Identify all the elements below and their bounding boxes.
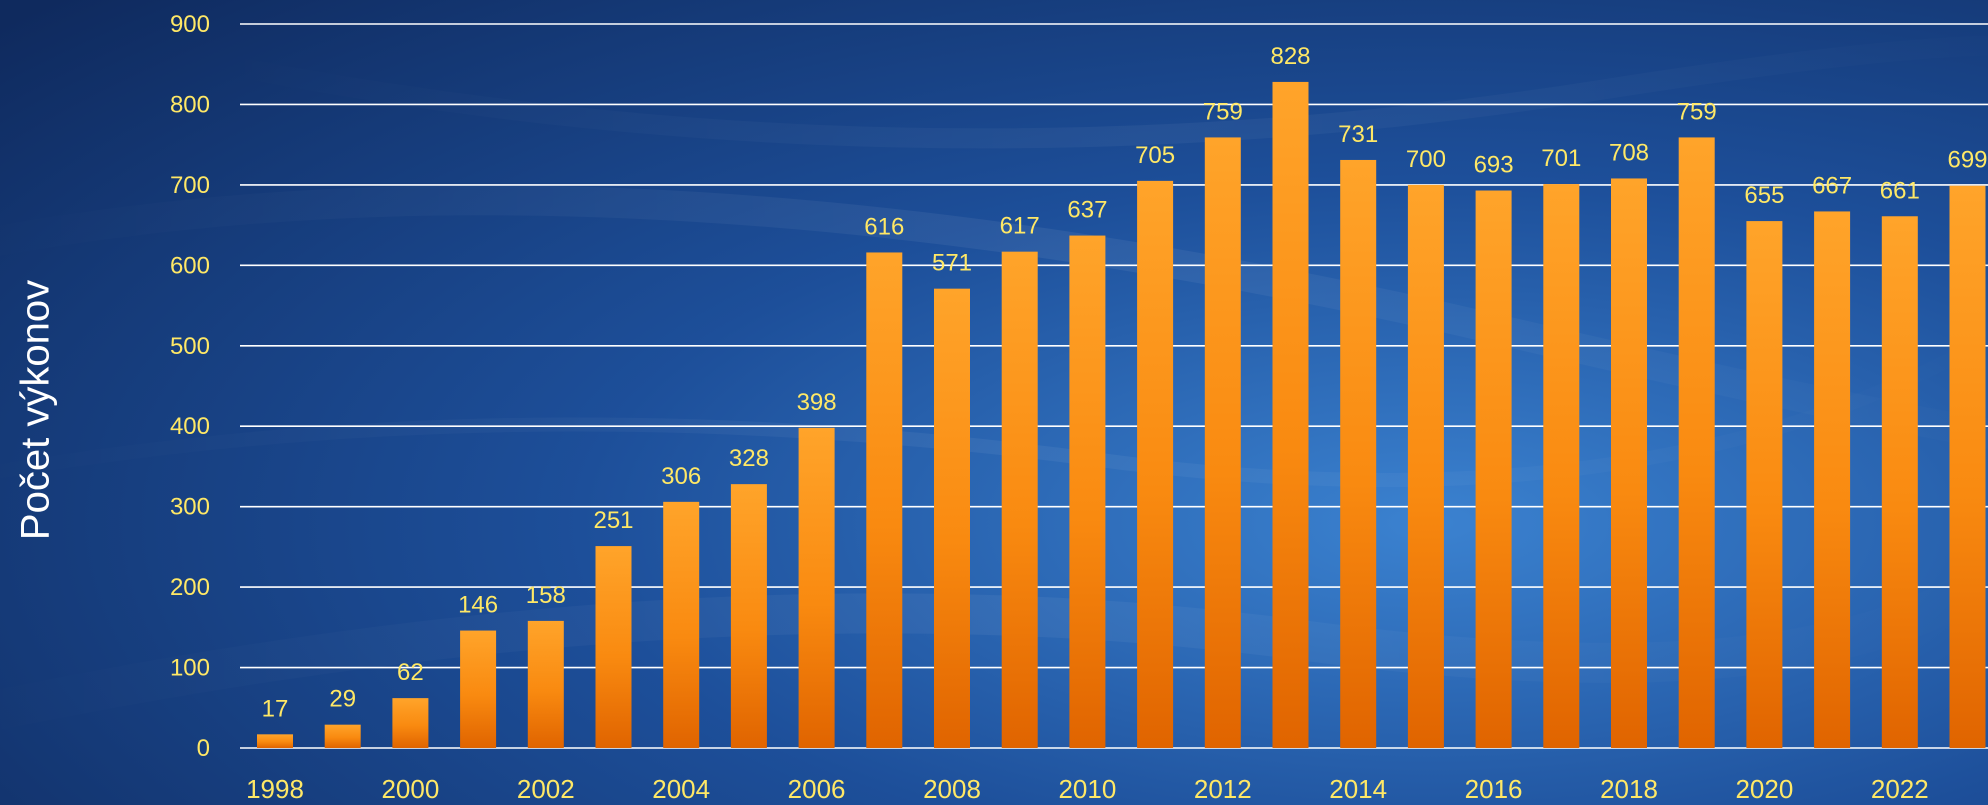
data-label: 17 [262, 695, 289, 722]
bars [257, 81, 1986, 749]
bar [460, 630, 497, 748]
data-label: 306 [661, 463, 701, 490]
data-label: 62 [397, 659, 424, 686]
data-label: 251 [593, 507, 633, 534]
y-tick-label: 500 [170, 333, 210, 360]
bar [730, 484, 767, 748]
x-tick-label: 2010 [1058, 774, 1116, 804]
y-axis-title: Počet výkonov [13, 279, 58, 541]
x-tick-label: 2008 [923, 774, 981, 804]
bar [663, 501, 700, 748]
bar [392, 698, 429, 748]
data-label: 700 [1406, 146, 1446, 173]
bar [1611, 178, 1647, 748]
bar [257, 734, 293, 748]
x-tick-label: 1998 [246, 774, 304, 804]
data-label: 29 [329, 686, 356, 713]
data-label: 667 [1812, 172, 1852, 199]
data-label: 571 [932, 250, 972, 277]
data-label: 699 [1947, 147, 1987, 174]
data-label: 328 [729, 445, 769, 472]
data-label: 759 [1677, 98, 1717, 125]
bar [595, 546, 632, 748]
bar [1407, 184, 1444, 748]
bar [1001, 251, 1038, 748]
data-label: 701 [1541, 145, 1581, 172]
data-label: 398 [797, 389, 837, 416]
data-label: 731 [1338, 121, 1378, 148]
x-tick-label: 2022 [1871, 774, 1929, 804]
bar [934, 288, 970, 748]
bar [1137, 180, 1174, 748]
bar [527, 620, 564, 748]
bar [1949, 185, 1986, 748]
data-label: 146 [458, 592, 498, 619]
data-label: 759 [1203, 98, 1243, 125]
bar [1204, 137, 1241, 749]
data-label: 616 [864, 213, 904, 240]
x-tick-label: 2006 [788, 774, 846, 804]
bar [1475, 190, 1512, 748]
bar [798, 427, 835, 748]
bar [1340, 159, 1377, 748]
y-tick-label: 300 [170, 494, 210, 521]
y-tick-label: 200 [170, 574, 210, 601]
bar [1814, 211, 1851, 749]
x-axis-ticks: 1998 2000 2002 2004 2006 2008 2010 2012 2014 2016… [246, 774, 1929, 804]
x-tick-label: 2012 [1194, 774, 1252, 804]
bar [1069, 235, 1106, 748]
bar [324, 724, 361, 748]
x-tick-label: 2002 [517, 774, 575, 804]
data-label: 693 [1474, 152, 1514, 179]
bar [1272, 81, 1309, 749]
data-labels: 17 29 62 146 158 251 306 328 398 616 571 617 637 705 7… [262, 43, 1988, 722]
y-tick-label: 400 [170, 413, 210, 440]
y-tick-label: 700 [170, 172, 210, 199]
bar [1746, 221, 1783, 749]
bar [866, 252, 903, 748]
y-tick-label: 800 [170, 91, 210, 118]
data-label: 708 [1609, 139, 1649, 166]
x-tick-label: 2018 [1600, 774, 1658, 804]
y-tick-label: 600 [170, 252, 210, 279]
bar [1881, 216, 1918, 749]
y-tick-label: 100 [170, 655, 210, 682]
y-tick-label: 0 [197, 735, 210, 762]
bar [1543, 184, 1580, 748]
y-axis-ticks: 0 100 200 300 400 500 600 700 800 900 [170, 11, 210, 762]
data-label: 828 [1270, 43, 1310, 70]
data-label: 617 [1000, 213, 1040, 240]
data-label: 705 [1135, 142, 1175, 169]
x-tick-label: 2020 [1735, 774, 1793, 804]
y-tick-label: 900 [170, 11, 210, 38]
data-label: 637 [1067, 197, 1107, 224]
x-tick-label: 2000 [381, 774, 439, 804]
data-label: 655 [1744, 182, 1784, 209]
x-tick-label: 2016 [1465, 774, 1523, 804]
x-tick-label: 2014 [1329, 774, 1387, 804]
data-label: 661 [1880, 177, 1920, 204]
x-tick-label: 2004 [652, 774, 710, 804]
bar [1678, 137, 1715, 749]
data-label: 158 [526, 582, 566, 609]
